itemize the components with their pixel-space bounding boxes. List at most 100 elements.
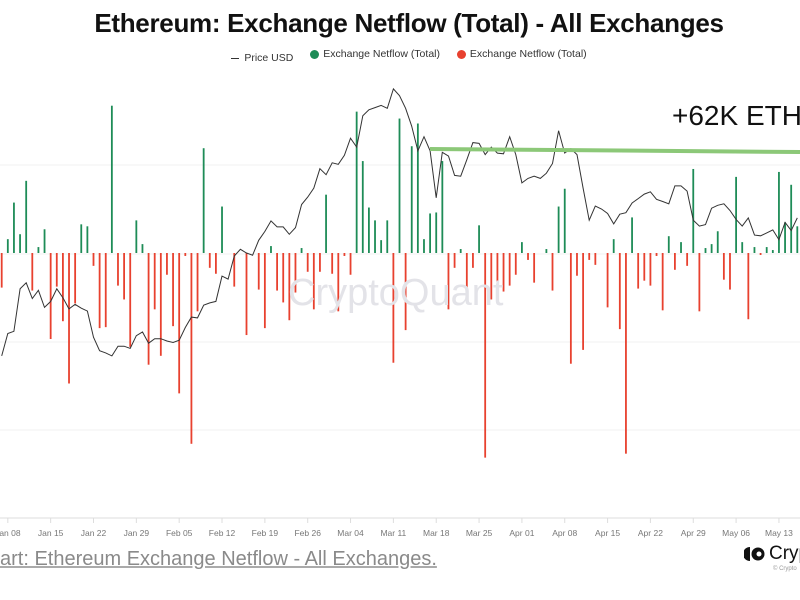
netflow-bar xyxy=(355,111,358,254)
legend-item-netflow-negative[interactable]: Exchange Netflow (Total) xyxy=(456,48,587,60)
netflow-bar xyxy=(582,253,584,350)
x-tick-label: Apr 08 xyxy=(552,528,577,538)
netflow-bar xyxy=(104,253,107,328)
chart-title: Ethereum: Exchange Netflow (Total) - All… xyxy=(94,8,724,38)
netflow-bar xyxy=(521,242,523,253)
legend-item-netflow-positive[interactable]: Exchange Netflow (Total) xyxy=(310,48,440,60)
netflow-bar xyxy=(74,253,77,304)
netflow-bar xyxy=(306,253,309,272)
netflow-bar xyxy=(606,253,609,308)
netflow-bar xyxy=(300,248,303,253)
netflow-bar xyxy=(655,253,658,256)
legend-item-price[interactable]: Price USD xyxy=(231,52,293,64)
netflow-bar xyxy=(31,253,34,291)
netflow-bar xyxy=(545,249,548,253)
netflow-bar xyxy=(184,253,187,256)
netflow-bar xyxy=(741,242,744,253)
annotation-text: +62K ETH xyxy=(672,100,800,131)
x-axis-ticks: Jan 08 Jan 15 Jan 22 Jan 29 Feb 05 Feb 12 Feb … xyxy=(0,518,793,538)
netflow-bar xyxy=(410,146,413,253)
legend-label: Price USD xyxy=(244,52,294,64)
x-tick-label: Apr 01 xyxy=(509,528,534,538)
netflow-bar xyxy=(698,253,701,312)
netflow-bar xyxy=(349,253,352,275)
netflow-bar xyxy=(325,194,327,253)
netflow-bar xyxy=(166,253,168,275)
price-line xyxy=(1,87,798,357)
netflow-bar xyxy=(123,253,125,300)
x-tick-label: Feb 19 xyxy=(252,528,279,538)
netflow-bar xyxy=(747,253,750,320)
netflow-bar xyxy=(692,168,695,253)
netflow-bar xyxy=(661,253,664,311)
netflow-bar xyxy=(270,246,272,253)
x-tick-label: Apr 29 xyxy=(681,528,706,538)
netflow-bar xyxy=(208,253,211,268)
logo-text: Cryp xyxy=(769,543,800,564)
netflow-bar xyxy=(784,222,786,253)
netflow-bar xyxy=(490,253,493,300)
netflow-bar xyxy=(263,253,266,329)
netflow-bar xyxy=(110,105,113,254)
netflow-bar xyxy=(729,253,731,290)
annotation-line xyxy=(429,147,800,154)
netflow-bar xyxy=(368,207,370,253)
netflow-bar xyxy=(153,253,156,310)
red-dot-icon xyxy=(456,49,466,59)
netflow-bar xyxy=(135,220,138,253)
netflow-bar xyxy=(551,253,554,291)
netflow-bar xyxy=(680,242,682,253)
netflow-bar xyxy=(37,247,40,253)
x-tick-label: Jan 29 xyxy=(124,528,150,538)
netflow-bar xyxy=(141,244,144,253)
netflow-bar xyxy=(484,253,487,458)
netflow-bar xyxy=(447,253,450,310)
netflow-bar xyxy=(361,161,364,253)
netflow-bar xyxy=(0,253,3,288)
x-tick-label: May 13 xyxy=(765,528,793,538)
netflow-bar xyxy=(190,253,193,444)
netflow-bar xyxy=(631,217,633,253)
x-tick-label: Mar 18 xyxy=(423,528,450,538)
netflow-bar xyxy=(49,253,52,340)
netflow-bar xyxy=(221,206,223,253)
netflow-bar xyxy=(19,234,21,253)
netflow-bar xyxy=(716,231,719,253)
legend-label: Exchange Netflow (Total) xyxy=(469,48,587,60)
netflow-bar xyxy=(765,247,768,253)
netflow-bar xyxy=(472,253,474,268)
netflow-bar xyxy=(778,171,780,253)
netflow-bar xyxy=(117,253,119,286)
netflow-bar xyxy=(159,253,162,356)
netflow-bar xyxy=(514,253,517,275)
netflow-bar xyxy=(576,253,578,276)
netflow-bar xyxy=(380,240,383,253)
line-marker-icon xyxy=(231,57,240,59)
netflow-bar xyxy=(25,180,28,253)
netflow-bar xyxy=(129,253,132,347)
x-tick-label: Mar 11 xyxy=(380,528,406,538)
netflow-bar xyxy=(435,212,438,253)
netflow-bar xyxy=(92,253,95,266)
netflow-bar xyxy=(637,253,640,289)
netflow-bar xyxy=(643,253,646,281)
netflow-bar xyxy=(245,253,248,336)
cryptoquant-logo: Cryp xyxy=(744,544,800,564)
netflow-bar xyxy=(612,239,615,253)
netflow-bar xyxy=(404,253,407,331)
netflow-bar xyxy=(569,253,572,364)
x-tick-label: Apr 15 xyxy=(595,528,620,538)
x-tick-label: Mar 25 xyxy=(466,528,493,538)
legend-label: Exchange Netflow (Total) xyxy=(323,48,440,60)
netflow-bar xyxy=(796,226,799,253)
netflow-bar xyxy=(13,202,15,253)
netflow-bar xyxy=(502,253,505,292)
netflow-bar xyxy=(416,123,419,253)
caption-link[interactable]: art: Ethereum Exchange Netflow - All Exc… xyxy=(0,548,437,570)
netflow-bar xyxy=(80,224,83,253)
netflow-bar xyxy=(459,249,462,253)
netflow-bar xyxy=(759,253,762,255)
green-dot-icon xyxy=(310,49,320,59)
netflow-bar xyxy=(478,225,480,253)
